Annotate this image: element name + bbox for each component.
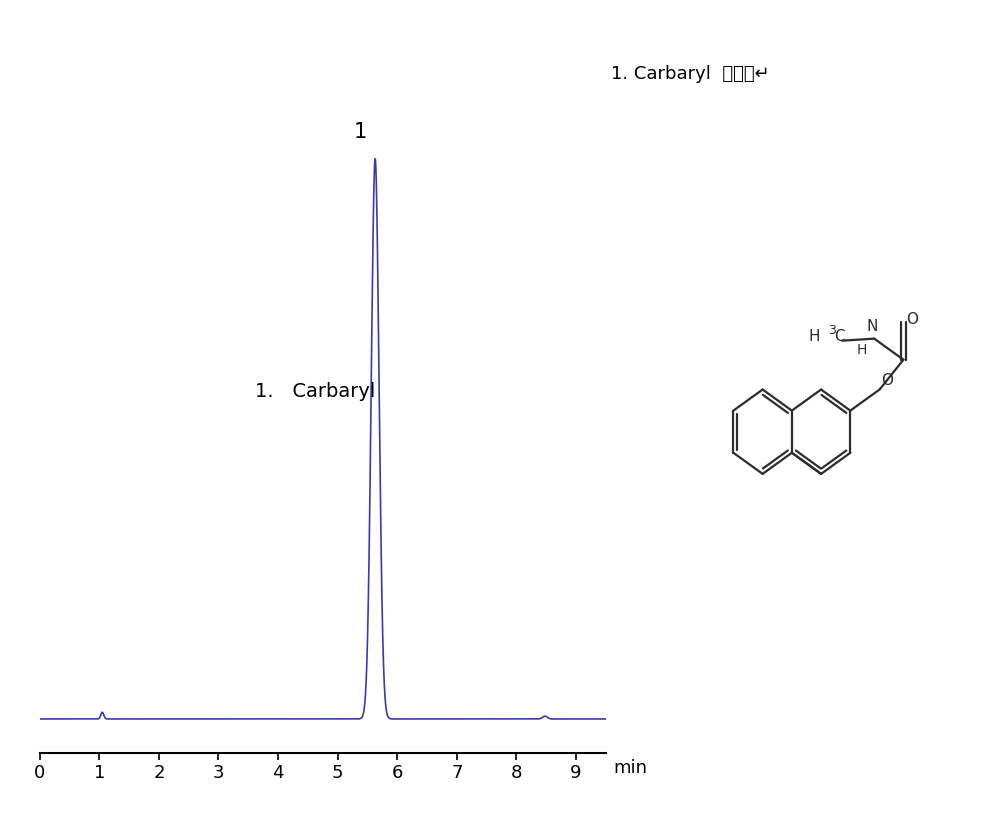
- Text: 1. Carbaryl  甲萍威↵: 1. Carbaryl 甲萍威↵: [611, 65, 770, 84]
- Text: 3: 3: [828, 323, 836, 337]
- Text: C: C: [834, 329, 845, 344]
- Text: O: O: [881, 373, 893, 388]
- Text: 1.   Carbaryl: 1. Carbaryl: [255, 382, 375, 401]
- Text: N: N: [867, 318, 878, 334]
- Text: min: min: [613, 759, 646, 777]
- Text: O: O: [907, 312, 919, 327]
- Text: H: H: [857, 342, 868, 356]
- Text: 1: 1: [354, 122, 366, 142]
- Text: H: H: [808, 329, 820, 344]
